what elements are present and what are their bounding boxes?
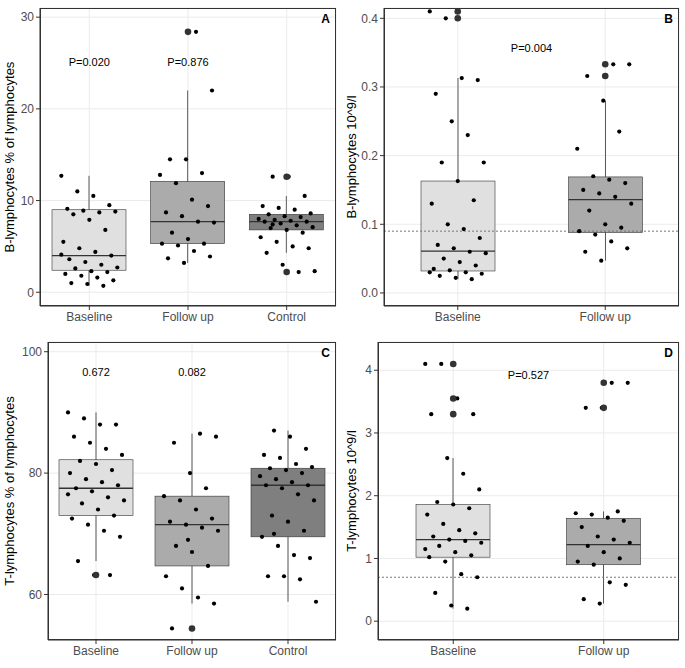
svg-text:30: 30	[21, 10, 35, 24]
svg-text:Follow up: Follow up	[162, 310, 214, 324]
svg-text:P=0.020: P=0.020	[69, 56, 110, 68]
svg-text:Control: Control	[269, 644, 308, 658]
svg-text:P=0.876: P=0.876	[167, 56, 208, 68]
svg-text:Follow up: Follow up	[580, 310, 632, 324]
svg-text:0.672: 0.672	[82, 366, 110, 378]
html-text:C: C	[321, 346, 330, 360]
svg-text:0: 0	[27, 286, 34, 300]
svg-text:0.3: 0.3	[361, 80, 378, 94]
svg-text:60: 60	[29, 588, 43, 602]
svg-text:Control: Control	[267, 310, 306, 324]
html-text:T-lymphocytes 10^9/l: T-lymphocytes 10^9/l	[344, 430, 359, 552]
svg-text:0.082: 0.082	[178, 366, 206, 378]
svg-text:0: 0	[365, 614, 372, 628]
svg-text:20: 20	[21, 102, 35, 116]
svg-text:0.1: 0.1	[361, 218, 378, 232]
svg-text:4: 4	[365, 363, 372, 377]
svg-text:1: 1	[365, 552, 372, 566]
html-text:B-lymphocytes % of lymphocytes: B-lymphocytes % of lymphocytes	[2, 61, 17, 253]
svg-text:2: 2	[365, 489, 372, 503]
svg-text:0.4: 0.4	[361, 12, 378, 26]
svg-text:Baseline: Baseline	[66, 310, 112, 324]
svg-text:Baseline: Baseline	[430, 644, 476, 658]
html-text:A: A	[321, 12, 330, 26]
html-text:D: D	[664, 346, 673, 360]
svg-text:P=0.004: P=0.004	[511, 42, 552, 54]
svg-text:100: 100	[22, 345, 42, 359]
svg-text:80: 80	[29, 466, 43, 480]
html-text:T-lymphocytes % of lymphocytes: T-lymphocytes % of lymphocytes	[2, 396, 17, 586]
svg-text:Follow up: Follow up	[166, 644, 218, 658]
svg-text:Baseline: Baseline	[435, 310, 481, 324]
html-text:B-lymphocytes 10^9/l: B-lymphocytes 10^9/l	[344, 95, 359, 219]
svg-text:Follow up: Follow up	[578, 644, 630, 658]
svg-text:10: 10	[21, 194, 35, 208]
svg-text:Baseline: Baseline	[73, 644, 119, 658]
svg-text:0.0: 0.0	[361, 286, 378, 300]
svg-text:0.2: 0.2	[361, 149, 378, 163]
html-text:B: B	[664, 12, 673, 26]
svg-text:3: 3	[365, 426, 372, 440]
svg-text:P=0.527: P=0.527	[508, 369, 549, 381]
